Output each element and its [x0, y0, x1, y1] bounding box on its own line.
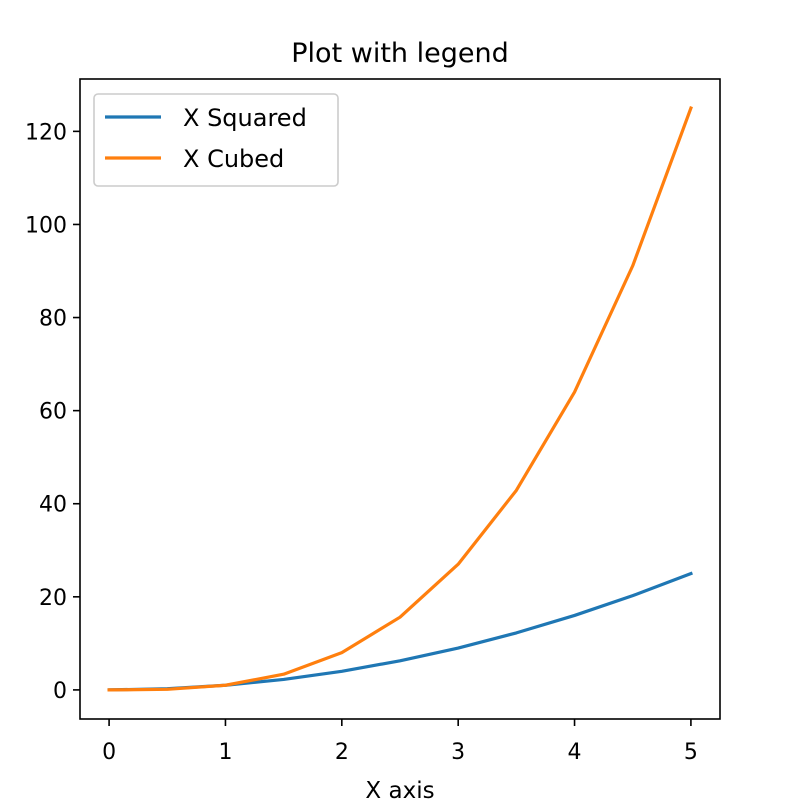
series-line-0	[107, 571, 693, 692]
x-tick-label-2: 2	[335, 740, 349, 765]
plot-frame	[79, 78, 721, 720]
y-axis: 0 20 40 60 80 100 120	[25, 120, 80, 704]
y-tick-label-5: 100	[25, 213, 67, 238]
x-tick-label-1: 1	[218, 740, 232, 765]
legend-label-1: X Cubed	[183, 145, 284, 173]
x-tick-label-3: 3	[451, 740, 465, 765]
y-tick-label-6: 120	[25, 120, 67, 145]
x-tick-label-5: 5	[684, 740, 698, 765]
series-line-1	[107, 106, 693, 692]
plot-lines	[107, 106, 693, 692]
x-axis-label: X axis	[365, 778, 434, 800]
x-tick-label-0: 0	[102, 740, 116, 765]
x-tick-label-4: 4	[568, 740, 582, 765]
y-tick-label-3: 60	[39, 400, 67, 425]
legend: X Squared X Cubed	[93, 93, 339, 187]
chart-title: Plot with legend	[291, 38, 508, 69]
y-tick-label-2: 40	[39, 493, 67, 518]
legend-label-0: X Squared	[183, 104, 307, 132]
y-tick-label-4: 80	[39, 307, 67, 332]
y-tick-label-0: 0	[53, 679, 67, 704]
y-tick-label-1: 20	[39, 586, 67, 611]
x-axis: 0 1 2 3 4 5	[102, 719, 698, 765]
